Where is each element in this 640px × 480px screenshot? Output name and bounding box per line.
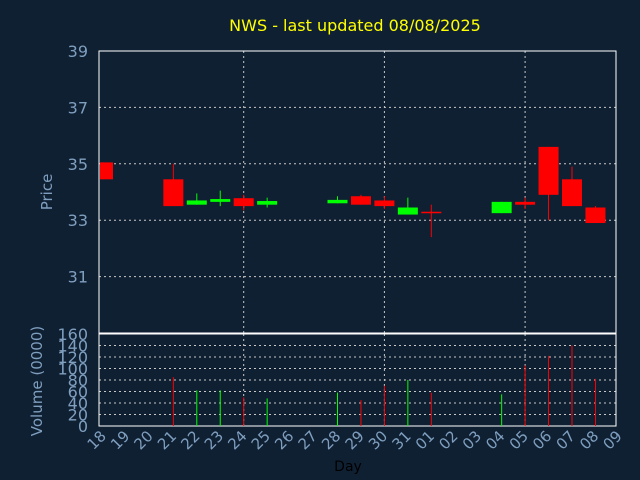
price-y-tick-label: 37 bbox=[68, 98, 88, 117]
candle-body bbox=[491, 201, 512, 214]
candle bbox=[585, 206, 606, 224]
price-plot-frame bbox=[98, 50, 617, 334]
volume-plot-frame bbox=[98, 333, 617, 427]
candle bbox=[327, 196, 348, 204]
x-axis-ticks: 1819202122232425262728293031010203040506… bbox=[84, 427, 626, 453]
candle bbox=[233, 194, 254, 211]
candle bbox=[100, 162, 113, 180]
volume-y-tick-label: 80 bbox=[68, 371, 88, 390]
candle-body bbox=[233, 198, 254, 207]
volume-y-tick-label: 20 bbox=[68, 406, 88, 425]
price-y-ticks: 39 37 35 33 31 bbox=[68, 42, 88, 287]
price-panel: 39 37 35 33 31 Price bbox=[38, 42, 617, 334]
candle-body bbox=[327, 199, 348, 204]
candle-body bbox=[562, 179, 582, 207]
volume-y-tick-label: 140 bbox=[57, 337, 88, 356]
candle bbox=[538, 146, 559, 221]
candles bbox=[100, 146, 606, 238]
candle bbox=[515, 197, 536, 209]
candle-body bbox=[100, 162, 113, 180]
volume-y-tick-label: 100 bbox=[57, 360, 88, 379]
price-y-tick-label: 33 bbox=[68, 211, 88, 230]
candle-body bbox=[515, 201, 536, 205]
candle bbox=[562, 166, 582, 207]
candle-body bbox=[210, 199, 231, 202]
price-y-tick-label: 35 bbox=[68, 155, 88, 174]
x-axis-title: Day bbox=[334, 459, 362, 475]
candle-body bbox=[421, 211, 442, 214]
candle-body bbox=[186, 200, 207, 205]
candle-body bbox=[397, 207, 418, 215]
candle bbox=[350, 194, 371, 205]
volume-y-tick-label: 160 bbox=[57, 325, 88, 344]
volume-y-tick-label: 0 bbox=[78, 417, 88, 436]
volume-y-tick-label: 40 bbox=[68, 394, 88, 413]
chart-title: NWS - last updated 08/08/2025 bbox=[229, 16, 481, 35]
candle bbox=[421, 204, 442, 238]
volume-axis-title: Volume (0000) bbox=[28, 326, 46, 436]
candle-body bbox=[538, 146, 559, 195]
volume-y-tick-label: 60 bbox=[68, 383, 88, 402]
candle bbox=[163, 163, 184, 207]
candle bbox=[210, 190, 231, 207]
candle bbox=[257, 197, 278, 208]
price-y-tick-label: 39 bbox=[68, 42, 88, 61]
candle-body bbox=[163, 179, 184, 207]
volume-bars bbox=[172, 345, 596, 426]
candle bbox=[186, 193, 207, 205]
price-y-tick-label: 31 bbox=[68, 268, 88, 287]
candle bbox=[374, 196, 395, 209]
price-grid bbox=[99, 50, 616, 333]
candle bbox=[491, 201, 512, 214]
price-axis-title: Price bbox=[38, 174, 56, 211]
volume-y-tick-label: 120 bbox=[57, 348, 88, 367]
candle-body bbox=[257, 201, 278, 205]
candle bbox=[397, 197, 418, 215]
candle-body bbox=[374, 200, 395, 207]
candle-body bbox=[350, 196, 371, 205]
candle-body bbox=[585, 207, 606, 224]
